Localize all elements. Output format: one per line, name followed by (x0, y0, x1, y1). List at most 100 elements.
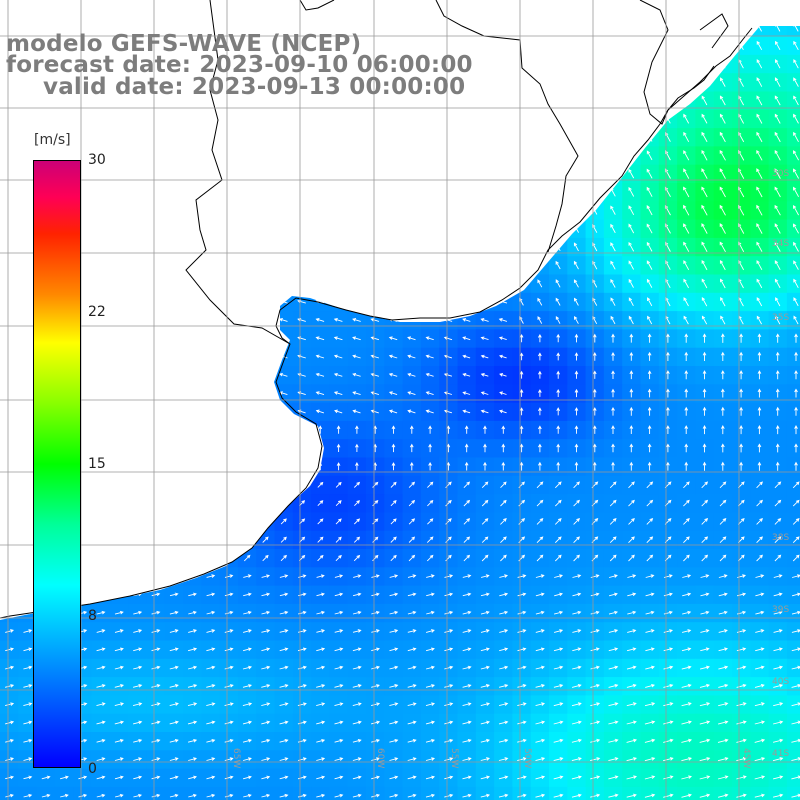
wind-arrow (206, 647, 216, 652)
wind-arrow (425, 793, 436, 798)
wind-arrow (610, 315, 616, 325)
wind-arrow (151, 665, 161, 670)
wind-arrow (793, 150, 799, 161)
wind-arrow (646, 150, 653, 161)
wind-arrow (425, 354, 434, 359)
wind-arrow (96, 738, 106, 743)
wind-arrow (646, 223, 653, 234)
wind-arrow (352, 318, 361, 322)
wind-arrow (609, 536, 617, 544)
wind-arrow (701, 278, 708, 289)
wind-arrow (647, 461, 652, 471)
wind-arrow (407, 757, 417, 761)
wind-arrow (114, 702, 125, 707)
wind-arrow (297, 720, 307, 725)
wind-arrow (298, 592, 307, 597)
wind-arrow (517, 647, 527, 652)
wind-arrow (719, 149, 726, 161)
wind-arrow (590, 793, 601, 798)
wind-arrow (483, 425, 487, 434)
wind-arrow (702, 406, 707, 416)
wind-arrow (407, 574, 417, 578)
wind-arrow (59, 775, 69, 780)
wind-arrow (702, 425, 707, 435)
latitude-label: 40S (772, 677, 789, 687)
wind-arrow (5, 738, 15, 743)
wind-arrow (114, 738, 124, 743)
wind-arrow (206, 757, 216, 761)
wind-arrow (334, 720, 344, 725)
wind-arrow (483, 443, 487, 453)
wind-arrow (317, 481, 324, 488)
wind-arrow (610, 260, 616, 270)
wind-arrow (427, 481, 434, 488)
wind-arrow (791, 610, 800, 615)
wind-arrow (224, 610, 234, 615)
wind-arrow (428, 425, 432, 434)
wind-arrow (756, 241, 763, 252)
wind-arrow (389, 738, 399, 743)
field-cell (786, 402, 800, 422)
wind-arrow (611, 351, 615, 361)
wind-arrow (519, 352, 524, 361)
wind-arrow (336, 425, 341, 434)
wind-arrow (352, 793, 362, 798)
wind-arrow (610, 223, 616, 234)
wind-arrow (644, 757, 656, 762)
wind-arrow (683, 204, 690, 216)
wind-arrow (573, 554, 580, 562)
wind-arrow (333, 336, 343, 341)
wind-arrow (537, 279, 543, 288)
wind-arrow (498, 793, 509, 798)
wind-arrow (646, 481, 654, 489)
field-cell (274, 786, 294, 800)
wind-arrow (611, 443, 615, 453)
wind-arrow (794, 461, 798, 471)
wind-arrow (756, 186, 763, 198)
wind-arrow (279, 629, 289, 633)
wind-arrow (371, 775, 381, 780)
field-cell (366, 786, 385, 800)
wind-arrow (646, 168, 653, 179)
wind-arrow (628, 241, 635, 252)
wind-arrow (389, 775, 399, 780)
wind-arrow (683, 554, 690, 562)
wind-arrow (683, 150, 690, 161)
wind-arrow (683, 278, 689, 289)
wind-arrow (754, 665, 765, 670)
wind-arrow (372, 500, 379, 507)
wind-arrow (370, 720, 381, 725)
wind-arrow (316, 775, 326, 780)
wind-arrow (719, 204, 726, 216)
wind-arrow (775, 406, 780, 416)
wind-arrow (336, 462, 341, 471)
wind-arrow (243, 793, 252, 798)
wind-arrow (535, 738, 546, 743)
wind-arrow (206, 665, 216, 670)
wind-arrow (352, 684, 362, 688)
wind-arrow (261, 592, 271, 597)
wind-arrow (96, 684, 106, 688)
wind-arrow (352, 647, 362, 652)
wind-arrow (645, 592, 655, 597)
wind-arrow (756, 297, 763, 307)
wind-arrow (589, 757, 601, 762)
wind-arrow (427, 499, 434, 507)
wind-arrow (352, 336, 361, 341)
wind-arrow (336, 443, 341, 452)
wind-arrow (755, 574, 765, 578)
wind-arrow (187, 665, 198, 670)
wind-arrow (499, 610, 509, 615)
wind-arrow (553, 610, 564, 615)
wind-arrow (754, 720, 766, 725)
wind-arrow (187, 702, 198, 707)
wind-arrow (428, 461, 432, 471)
wind-arrow (426, 536, 434, 543)
wind-arrow (644, 702, 656, 707)
wind-arrow (224, 665, 234, 670)
wind-arrow (590, 738, 601, 743)
wind-arrow (718, 610, 728, 615)
wind-arrow (791, 647, 800, 652)
wind-arrow (352, 757, 362, 761)
wind-arrow (206, 592, 216, 597)
